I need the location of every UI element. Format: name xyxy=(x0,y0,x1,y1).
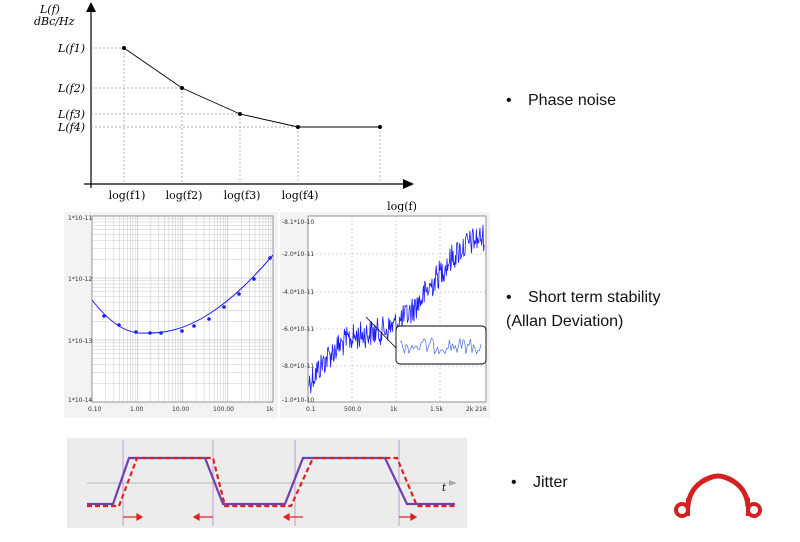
bullet-short-term-text-2: (Allan Deviation) xyxy=(506,313,624,330)
pn-x-point-label: log(f3) xyxy=(224,189,261,202)
allan-x-tick: 10.00 xyxy=(172,406,189,413)
stability-x-tick: 2k 216 xyxy=(466,406,487,413)
allan-point xyxy=(222,305,226,309)
pn-y-axis-label-1: L(f) xyxy=(39,3,60,16)
stability-x-tick: 0.1 xyxy=(306,406,316,413)
allan-point xyxy=(192,324,196,328)
allan-point xyxy=(252,277,256,281)
allan-x-tick: 0.10 xyxy=(88,406,102,413)
stability-y-tick: -8.0*10-11 xyxy=(282,363,314,370)
pn-y-level-label: L(f4) xyxy=(57,121,85,134)
bullet-symbol: • xyxy=(506,92,512,109)
jittered-signal xyxy=(87,456,455,508)
pn-x-axis-label: log(f) xyxy=(387,200,417,213)
allan-point xyxy=(148,331,152,335)
allan-point xyxy=(159,331,163,335)
pn-point xyxy=(180,86,184,90)
pn-x-point-label: log(f2) xyxy=(166,189,203,202)
stability-y-tick: -4.0*10-11 xyxy=(282,289,314,296)
bullet-phase-noise: • Phase noise xyxy=(506,92,616,110)
bullet-symbol: • xyxy=(506,289,512,306)
inset-noise-trace xyxy=(399,337,482,355)
company-logo xyxy=(674,473,762,518)
stability-x-tick: 1.5k xyxy=(430,406,444,413)
pn-y-level-label: L(f2) xyxy=(57,82,85,95)
phase-noise-diagram: L(f) dBc/Hz L(f1) L(f2) L(f3) L(f4) log(… xyxy=(34,2,417,213)
bullet-symbol: • xyxy=(511,474,517,491)
bullet-allan-deviation-line: (Allan Deviation) xyxy=(506,310,623,333)
pn-x-point-label: log(f4) xyxy=(282,189,319,202)
pn-point xyxy=(378,125,382,129)
allan-point xyxy=(268,256,272,260)
allan-x-tick: 1k xyxy=(266,406,274,413)
allan-y-tick: 1*10-12 xyxy=(68,276,92,283)
bullet-short-term-text-1: Short term stability xyxy=(528,289,661,306)
zoom-inset xyxy=(395,325,487,365)
pn-x-arrow xyxy=(403,179,414,189)
allan-y-tick: 1*10-14 xyxy=(68,397,92,404)
ideal-signal xyxy=(87,456,455,506)
stability-y-tick: -8.1*10-10 xyxy=(282,219,314,226)
stability-y-tick: -2.0*10-11 xyxy=(282,251,314,258)
pn-point xyxy=(238,112,242,116)
allan-x-tick: 1.00 xyxy=(130,406,144,413)
pn-y-axis-label-2: dBc/Hz xyxy=(34,15,75,28)
stability-y-tick: -6.0*10-11 xyxy=(282,326,314,333)
jitter-waveform-diagram: t xyxy=(67,438,467,528)
bullet-phase-noise-text: Phase noise xyxy=(528,92,617,109)
inset-pointer xyxy=(365,316,399,351)
bullet-jitter: • Jitter xyxy=(511,474,568,492)
pn-y-level-label: L(f1) xyxy=(57,42,85,55)
stability-x-tick: 1k xyxy=(390,406,398,413)
bullet-jitter-text: Jitter xyxy=(533,474,568,491)
pn-point xyxy=(122,46,126,50)
stability-time-series-chart: -8.1*10-10 -2.0*10-11 -4.0*10-11 -6.0*10… xyxy=(280,212,490,418)
allan-point xyxy=(117,323,121,327)
allan-point xyxy=(102,314,106,318)
allan-y-tick: 1*10-13 xyxy=(68,338,92,345)
allan-point xyxy=(237,292,241,296)
jitter-time-label: t xyxy=(442,483,447,494)
stability-x-tick: 500.0 xyxy=(344,406,361,413)
bullet-short-term-stability: • Short term stability xyxy=(506,286,660,309)
pn-y-level-label: L(f3) xyxy=(57,108,85,121)
stability-y-tick: -1.0*10-10 xyxy=(282,397,314,404)
pn-curve xyxy=(123,47,380,128)
pn-x-point-label: log(f1) xyxy=(109,189,146,202)
jitter-time-arrow xyxy=(449,480,457,486)
allan-point xyxy=(134,330,138,334)
allan-x-tick: 100.00 xyxy=(213,406,234,413)
allan-point xyxy=(207,317,211,321)
allan-point xyxy=(180,329,184,333)
allan-y-tick: 1*10-11 xyxy=(68,215,92,222)
allan-deviation-chart: 1*10-11 1*10-12 1*10-13 1*10-14 0.10 1.0… xyxy=(64,212,278,418)
pn-y-arrow xyxy=(86,2,96,12)
pn-point xyxy=(296,125,300,129)
